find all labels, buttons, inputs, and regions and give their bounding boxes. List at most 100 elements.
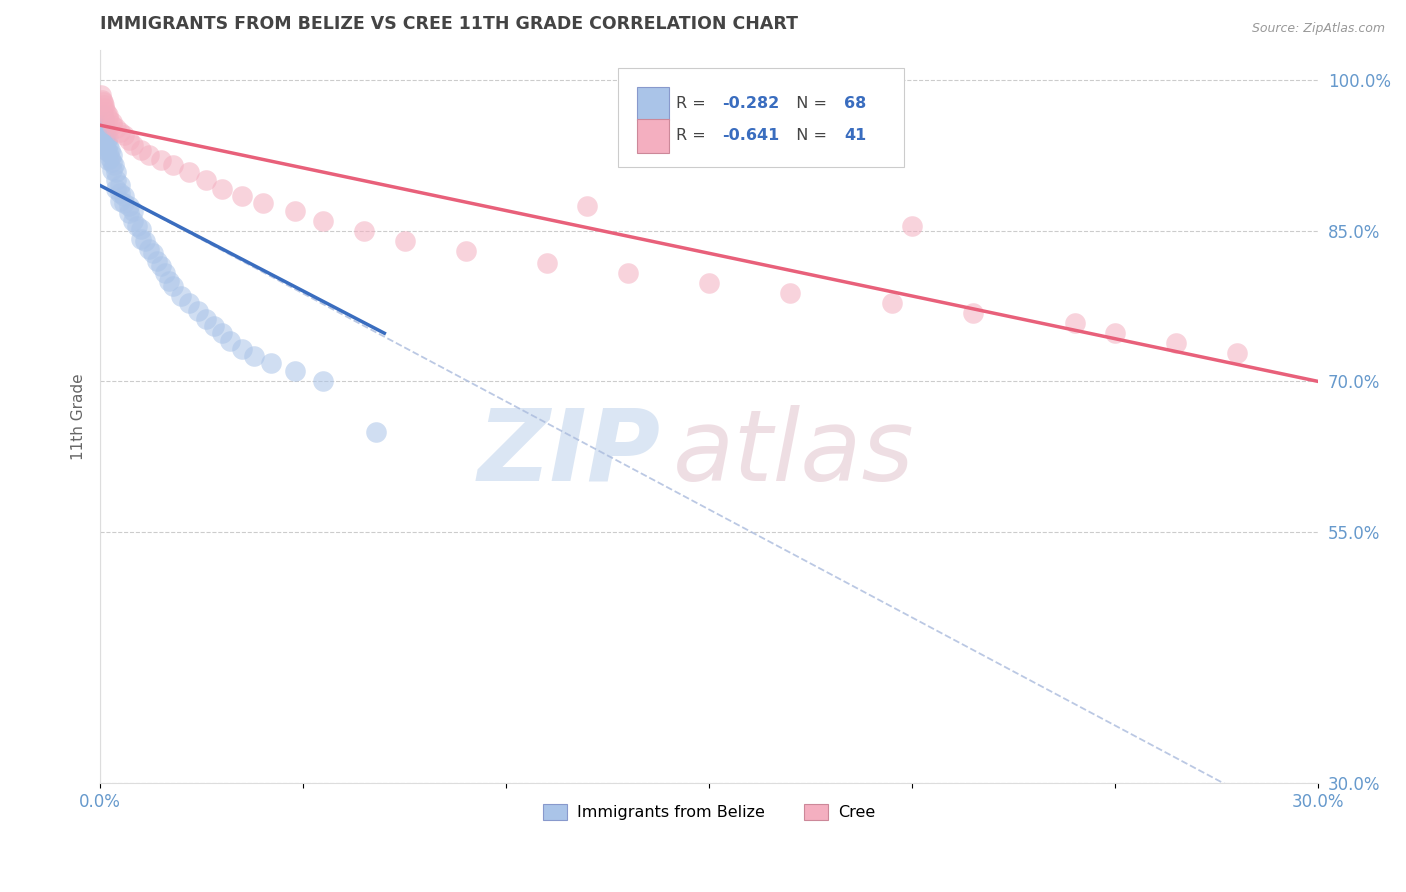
- Point: [97, 111, 120, 125]
- Point: [121, 213, 143, 227]
- Point: [90, 123, 112, 137]
- Point: [394, 234, 416, 248]
- Point: [114, 188, 136, 202]
- Point: [252, 195, 274, 210]
- Point: [117, 205, 139, 219]
- Point: [179, 165, 201, 179]
- Point: [105, 181, 128, 195]
- Point: [1166, 336, 1188, 351]
- Point: [91, 121, 114, 136]
- Point: [129, 232, 152, 246]
- Point: [93, 125, 115, 139]
- Point: [179, 296, 201, 310]
- Point: [121, 138, 143, 153]
- Point: [110, 125, 132, 139]
- Point: [129, 144, 152, 158]
- Point: [105, 173, 128, 187]
- Point: [202, 319, 225, 334]
- Point: [243, 349, 266, 363]
- Point: [91, 138, 114, 153]
- Point: [91, 125, 114, 139]
- Point: [219, 334, 242, 349]
- Point: [114, 195, 136, 210]
- Point: [103, 158, 125, 172]
- Point: [93, 118, 115, 132]
- Text: Source: ZipAtlas.com: Source: ZipAtlas.com: [1251, 22, 1385, 36]
- Point: [93, 131, 115, 145]
- Point: [96, 128, 118, 143]
- Point: [114, 128, 136, 143]
- Point: [211, 181, 233, 195]
- Point: [91, 93, 114, 107]
- Point: [454, 244, 477, 258]
- Point: [98, 152, 121, 166]
- Point: [1063, 316, 1085, 330]
- Text: IMMIGRANTS FROM BELIZE VS CREE 11TH GRADE CORRELATION CHART: IMMIGRANTS FROM BELIZE VS CREE 11TH GRAD…: [100, 15, 799, 33]
- Point: [536, 256, 558, 270]
- Point: [146, 253, 169, 268]
- Point: [353, 224, 375, 238]
- Point: [1104, 326, 1126, 341]
- Point: [157, 274, 180, 288]
- Point: [91, 115, 114, 129]
- Point: [93, 95, 115, 109]
- Point: [284, 203, 307, 218]
- Point: [101, 118, 124, 132]
- Point: [880, 296, 903, 310]
- Point: [97, 138, 120, 153]
- Legend: Immigrants from Belize, Cree: Immigrants from Belize, Cree: [537, 797, 882, 827]
- Point: [901, 219, 924, 233]
- Point: [101, 148, 124, 162]
- Point: [260, 356, 283, 370]
- Y-axis label: 11th Grade: 11th Grade: [72, 373, 86, 460]
- FancyBboxPatch shape: [617, 68, 904, 167]
- Point: [117, 133, 139, 147]
- Point: [194, 173, 217, 187]
- Point: [93, 123, 115, 137]
- Point: [366, 425, 388, 439]
- Point: [194, 312, 217, 326]
- Text: N =: N =: [786, 128, 832, 143]
- Text: 68: 68: [845, 95, 866, 111]
- Point: [101, 163, 124, 178]
- FancyBboxPatch shape: [637, 87, 669, 120]
- Point: [90, 118, 112, 132]
- Point: [117, 198, 139, 212]
- Point: [93, 118, 115, 132]
- Point: [138, 242, 160, 256]
- Point: [134, 234, 156, 248]
- Point: [121, 203, 143, 218]
- Point: [97, 108, 120, 122]
- Point: [312, 375, 335, 389]
- Point: [962, 306, 984, 320]
- Point: [142, 245, 165, 260]
- Point: [211, 326, 233, 341]
- Point: [97, 145, 120, 160]
- Point: [96, 144, 118, 158]
- Point: [150, 259, 173, 273]
- Point: [93, 113, 115, 128]
- Point: [93, 101, 115, 115]
- Point: [110, 194, 132, 208]
- Point: [97, 153, 120, 168]
- Point: [97, 131, 120, 145]
- Point: [231, 343, 253, 357]
- Point: [105, 165, 128, 179]
- Point: [98, 144, 121, 158]
- Point: [125, 219, 148, 233]
- Point: [93, 131, 115, 145]
- Point: [110, 186, 132, 200]
- Point: [231, 188, 253, 202]
- Point: [150, 153, 173, 168]
- Point: [1226, 346, 1249, 360]
- Point: [187, 304, 209, 318]
- Point: [105, 121, 128, 136]
- Point: [129, 221, 152, 235]
- Point: [697, 276, 720, 290]
- Text: -0.282: -0.282: [723, 95, 780, 111]
- Point: [284, 364, 307, 378]
- Point: [90, 88, 112, 103]
- Point: [312, 213, 335, 227]
- Point: [96, 136, 118, 150]
- Text: ZIP: ZIP: [478, 405, 661, 502]
